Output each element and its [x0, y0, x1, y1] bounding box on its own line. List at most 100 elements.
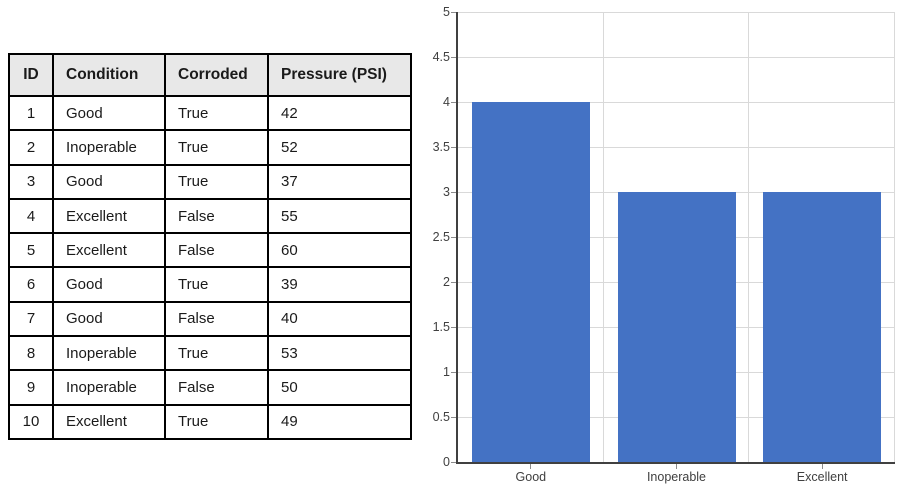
cell-id: 10: [8, 403, 54, 440]
y-axis-tick: [451, 326, 456, 328]
cell-corroded: False: [164, 300, 269, 338]
y-axis-tick-label: 2: [443, 275, 450, 289]
table-row: 5 Excellent False 60: [8, 232, 412, 269]
y-axis-tick-label: 2.5: [432, 230, 450, 244]
y-axis-tick: [451, 281, 456, 283]
cell-condition: Excellent: [52, 197, 166, 235]
chart-plot-area: 0 0.5 1 1.5 2 2.5 3 3.5 4 4.5 5 Good Inoperable Excel…: [433, 5, 895, 484]
cell-pressure: 55: [267, 197, 412, 235]
column-header-corroded: Corroded: [164, 53, 269, 97]
y-axis-tick: [451, 146, 456, 148]
cell-id: 2: [8, 129, 54, 166]
x-axis-category-label: Good: [515, 470, 547, 484]
cell-pressure: 39: [267, 266, 412, 303]
table-header-row: ID Condition Corroded Pressure (PSI): [8, 53, 412, 97]
gridline-vertical: [748, 12, 750, 462]
x-axis-category-label: Inoperable: [646, 470, 707, 484]
cell-condition: Excellent: [52, 232, 166, 269]
y-axis-tick-label: 3.5: [432, 140, 450, 154]
cell-id: 4: [8, 197, 54, 235]
cell-pressure: 50: [267, 369, 412, 406]
table-row: 4 Excellent False 55: [8, 197, 412, 235]
y-axis-tick-label: 4.5: [432, 50, 450, 64]
table-header: ID Condition Corroded Pressure (PSI): [8, 53, 412, 97]
cell-pressure: 52: [267, 129, 412, 166]
x-axis-category-label: Excellent: [796, 470, 848, 484]
y-axis-tick-label: 0: [443, 455, 450, 469]
column-header-pressure: Pressure (PSI): [267, 53, 412, 97]
cell-corroded: True: [164, 403, 269, 440]
column-header-id: ID: [8, 53, 54, 97]
y-axis-tick-label: 5: [443, 5, 450, 19]
table-row: 6 Good True 39: [8, 266, 412, 303]
y-axis-tick-label: 1.5: [432, 320, 450, 334]
y-axis-tick-label: 4: [443, 95, 450, 109]
y-axis-tick-label: 3: [443, 185, 450, 199]
cell-corroded: True: [164, 129, 269, 166]
cell-corroded: True: [164, 266, 269, 303]
table-row: 8 Inoperable True 53: [8, 335, 412, 372]
cell-condition: Excellent: [52, 403, 166, 440]
cell-pressure: 53: [267, 335, 412, 372]
cell-corroded: True: [164, 163, 269, 200]
table-row: 9 Inoperable False 50: [8, 369, 412, 406]
bar-good: [471, 102, 590, 462]
cell-id: 6: [8, 266, 54, 303]
cell-condition: Inoperable: [52, 335, 166, 372]
cell-pressure: 37: [267, 163, 412, 200]
x-axis-tick: [821, 464, 823, 469]
cell-condition: Inoperable: [52, 369, 166, 406]
y-axis-tick-label: 1: [443, 365, 450, 379]
cell-condition: Good: [52, 300, 166, 338]
cell-pressure: 60: [267, 232, 412, 269]
cell-id: 1: [8, 94, 54, 132]
gridline-vertical: [894, 12, 895, 462]
y-axis-tick-label: 0.5: [432, 410, 450, 424]
y-axis-tick: [451, 11, 456, 13]
bar-inoperable: [617, 192, 736, 462]
table-row: 2 Inoperable True 52: [8, 129, 412, 166]
table-row: 7 Good False 40: [8, 300, 412, 338]
y-axis-tick: [451, 236, 456, 238]
table-row: 3 Good True 37: [8, 163, 412, 200]
cell-corroded: False: [164, 197, 269, 235]
y-axis-tick: [451, 461, 456, 463]
y-axis-tick: [451, 191, 456, 193]
cell-pressure: 49: [267, 403, 412, 440]
inspection-table-container: ID Condition Corroded Pressure (PSI) 1 Go…: [8, 53, 412, 440]
bar-excellent: [763, 192, 882, 462]
cell-id: 3: [8, 163, 54, 200]
table-body: 1 Good True 42 2 Inoperable True 52 3 Good True 37 4…: [8, 94, 412, 440]
gridline-horizontal: [458, 147, 895, 148]
cell-condition: Good: [52, 266, 166, 303]
table-row: 10 Excellent True 49: [8, 403, 412, 440]
cell-condition: Inoperable: [52, 129, 166, 166]
gridline-horizontal: [458, 102, 895, 103]
inspection-table: ID Condition Corroded Pressure (PSI) 1 Go…: [8, 53, 412, 440]
cell-corroded: False: [164, 232, 269, 269]
cell-id: 8: [8, 335, 54, 372]
y-axis-tick: [451, 56, 456, 58]
cell-corroded: True: [164, 94, 269, 132]
column-header-condition: Condition: [52, 53, 166, 97]
cell-id: 7: [8, 300, 54, 338]
cell-corroded: True: [164, 335, 269, 372]
cell-corroded: False: [164, 369, 269, 406]
cell-pressure: 40: [267, 300, 412, 338]
y-axis-tick: [451, 101, 456, 103]
gridline-horizontal: [458, 57, 895, 58]
cell-id: 5: [8, 232, 54, 269]
cell-condition: Good: [52, 163, 166, 200]
y-axis-tick: [451, 371, 456, 373]
gridline-horizontal: [458, 12, 895, 13]
y-axis-tick: [451, 416, 456, 418]
x-axis-tick: [530, 464, 532, 469]
x-axis-tick: [676, 464, 677, 469]
cell-condition: Good: [52, 94, 166, 132]
cell-pressure: 42: [267, 94, 412, 132]
cell-id: 9: [8, 369, 54, 406]
table-row: 1 Good True 42: [8, 94, 412, 132]
gridline-vertical: [602, 12, 604, 462]
